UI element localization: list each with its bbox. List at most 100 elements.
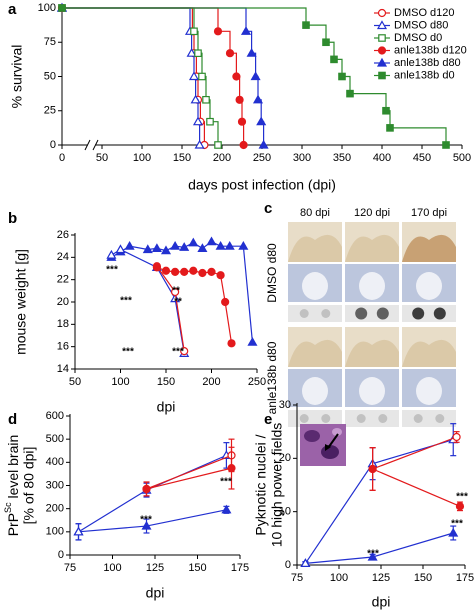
y-tick-label: 0 (58, 549, 64, 561)
y-axis-label: [% of 80 dpi] (21, 447, 37, 525)
series-line (372, 468, 461, 507)
y-tick-label: 100 (46, 526, 64, 538)
marker (448, 527, 459, 537)
legend-label: DMSO d0 (394, 32, 442, 44)
marker (378, 34, 386, 42)
x-tick-label: 500 (453, 152, 471, 164)
x-tick-label: 100 (133, 152, 151, 164)
legend-label: DMSO d120 (394, 7, 455, 19)
legend-label: anle138b d80 (394, 57, 461, 69)
he-white-matter (416, 272, 442, 300)
he-white-matter (359, 377, 385, 405)
marker (238, 240, 249, 250)
marker (194, 139, 205, 149)
ihc-stain (345, 339, 399, 367)
label-part: level brain (5, 435, 21, 503)
y-tick-label: 400 (46, 456, 64, 468)
blot-dot (378, 414, 388, 423)
marker (300, 558, 311, 567)
blot-dot (321, 309, 331, 318)
panel-label: d (8, 411, 17, 428)
x-axis-label: dpi (372, 594, 391, 610)
ihc-stain (345, 234, 399, 262)
marker (452, 432, 461, 442)
marker (252, 94, 264, 104)
arrow-head (325, 444, 331, 451)
y-tick-label: 300 (46, 479, 64, 491)
x-tick-label: 75 (64, 562, 76, 574)
chart: e 0 10 20 30 75 100 125 150 175 dpi Pyknotic nuclei… (253, 399, 474, 610)
y-tick-label: 24 (57, 251, 69, 263)
marker (151, 243, 162, 252)
x-tick-label: 150 (414, 572, 432, 584)
marker (188, 237, 199, 247)
x-tick-label: 150 (188, 562, 206, 574)
series-line (62, 7, 205, 145)
x-tick-label: 175 (456, 572, 474, 584)
marker (386, 124, 394, 132)
marker (338, 72, 346, 81)
row-label: DMSO d80 (265, 243, 279, 303)
blot-dot (412, 307, 425, 320)
he-white-matter (302, 272, 328, 300)
marker (302, 21, 310, 29)
marker (250, 71, 261, 81)
x-tick-label: 50 (96, 152, 108, 164)
x-axis-label: days post infection (dpi) (188, 177, 336, 193)
marker (346, 89, 354, 98)
x-tick-label: 200 (213, 152, 231, 164)
series-line (62, 7, 201, 145)
y-tick-label: 16 (57, 341, 69, 353)
marker (170, 293, 181, 303)
marker (115, 244, 126, 254)
series-line (156, 266, 233, 344)
nucleus (332, 428, 342, 436)
he-white-matter (359, 272, 385, 300)
inset-image (300, 424, 346, 466)
marker (161, 266, 171, 275)
y-tick-label: 0 (285, 559, 291, 571)
marker (73, 526, 84, 536)
x-axis-label: dpi (157, 399, 176, 415)
x-tick-label: 150 (157, 376, 175, 388)
y-axis-label: 10 high power fields (269, 423, 285, 548)
chart: b 14 16 18 20 22 24 26 50 100 150 200 250 dpi mouse we… (8, 210, 266, 415)
axis-break (92, 139, 99, 151)
arrow (327, 433, 339, 449)
marker (160, 245, 172, 255)
marker (235, 95, 244, 104)
nucleus (304, 430, 320, 442)
ihc-stain (402, 234, 456, 262)
x-axis-label: dpi (146, 585, 165, 601)
marker (214, 141, 222, 149)
blot-image (288, 305, 342, 322)
chart: a 0 25 50 75 100 0 50 100 150 200 250 300 350 400 450 50… (8, 1, 471, 193)
marker (180, 347, 189, 356)
x-tick-label: 50 (69, 376, 81, 388)
significance: *** (122, 347, 134, 358)
y-tick-label: 18 (57, 318, 69, 330)
y-tick-label: 200 (46, 503, 64, 515)
marker (106, 249, 117, 259)
marker (239, 140, 248, 150)
marker (186, 48, 197, 57)
series-line (111, 241, 254, 343)
x-tick-label: 150 (173, 152, 191, 164)
y-axis-label: PrPSc level brain (3, 435, 20, 537)
marker (330, 55, 338, 64)
y-tick-label: 20 (57, 296, 69, 308)
y-tick-label: 10 (279, 506, 291, 518)
series-line (78, 509, 227, 533)
marker (376, 20, 388, 30)
significance: *** (451, 519, 463, 530)
blot-image (345, 410, 399, 427)
blot-dot (435, 414, 445, 423)
significance: *** (220, 477, 232, 488)
marker (368, 464, 377, 474)
marker (180, 267, 189, 276)
marker (152, 263, 161, 272)
x-tick-label: 250 (253, 152, 271, 164)
blot-image (402, 305, 456, 322)
blot-dot (299, 309, 309, 318)
